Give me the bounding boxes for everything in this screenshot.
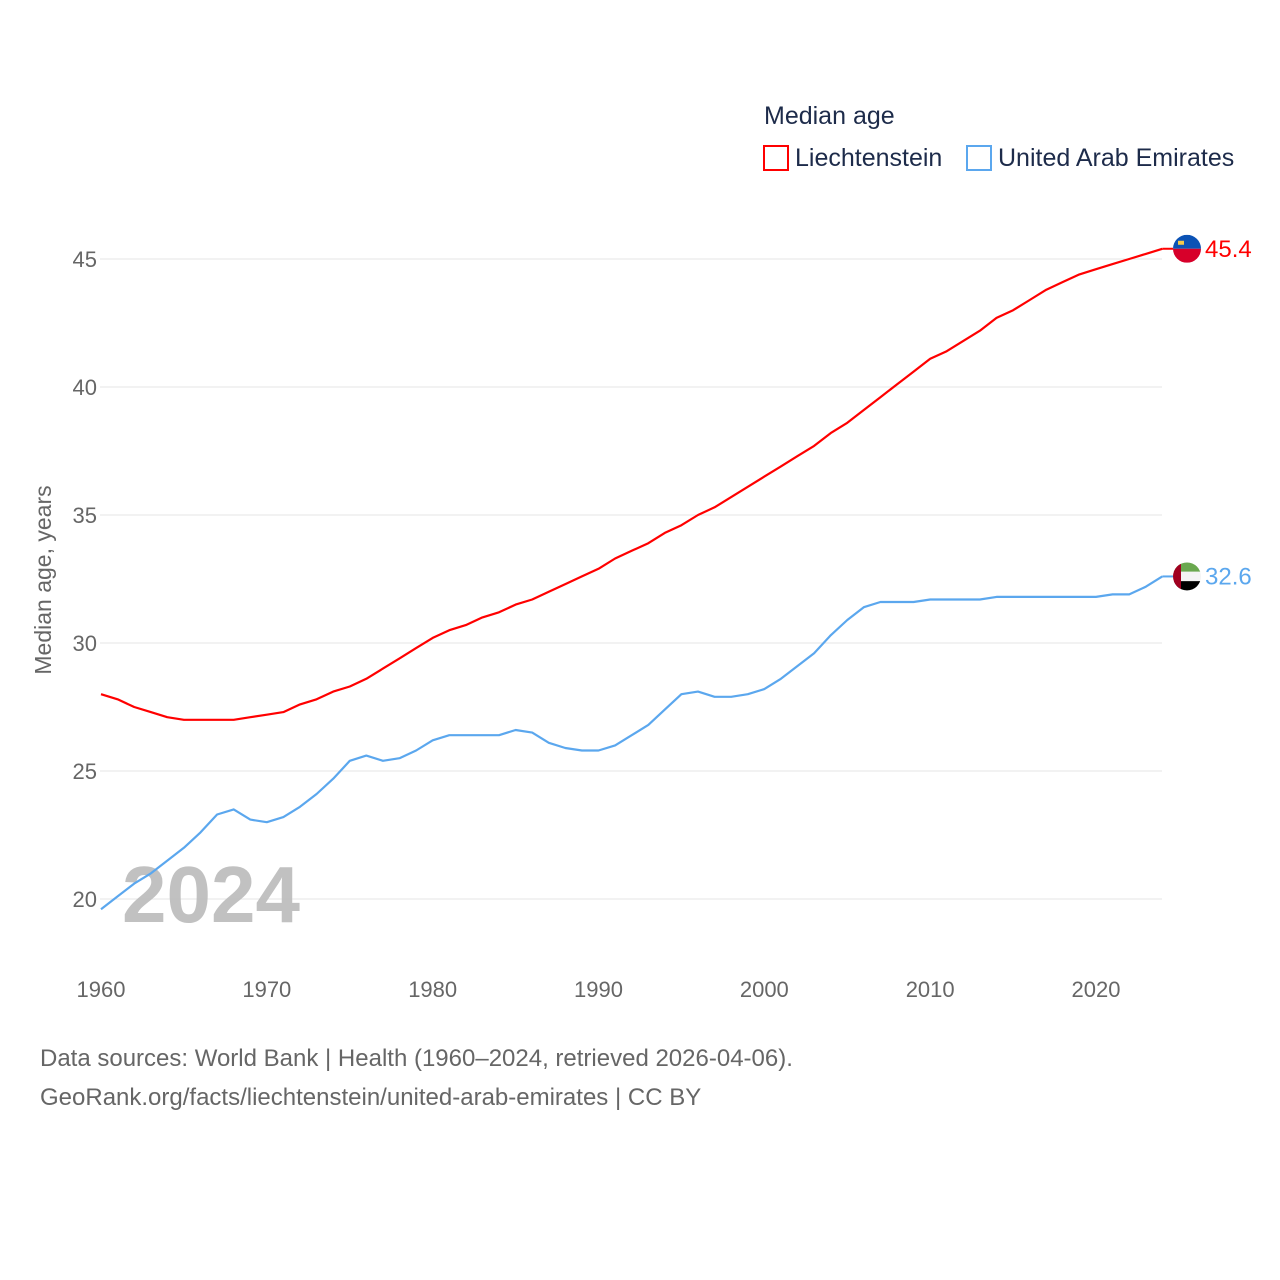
y-tick-label: 20 (73, 887, 97, 912)
flag-red (1173, 248, 1201, 263)
uae-flag-icon (1173, 562, 1201, 591)
y-tick-label: 30 (73, 631, 97, 656)
flag-green (1173, 562, 1201, 572)
year-watermark: 2024 (122, 850, 300, 939)
series-lines (100, 247, 1163, 911)
x-tick-label: 1970 (242, 977, 291, 1002)
flag-body (1173, 562, 1201, 591)
footer-attribution: GeoRank.org/facts/liechtenstein/united-a… (40, 1084, 702, 1111)
flag-red-band (1173, 562, 1181, 591)
end-labels: 45.4 32.6 (1162, 234, 1252, 591)
x-tick-label: 1990 (574, 977, 623, 1002)
y-axis-ticks: 20 25 30 35 40 45 (73, 247, 97, 912)
x-tick-label: 2020 (1072, 977, 1121, 1002)
legend-swatch-uae[interactable] (966, 145, 992, 171)
legend-swatch-liechtenstein[interactable] (763, 145, 789, 171)
flag-crown (1178, 240, 1184, 245)
x-tick-label: 2010 (906, 977, 955, 1002)
y-tick-label: 45 (73, 247, 97, 272)
legend-label-liechtenstein[interactable]: Liechtenstein (795, 144, 942, 172)
flag-black (1173, 581, 1201, 591)
flag-blue (1173, 234, 1201, 249)
x-tick-label: 2000 (740, 977, 789, 1002)
end-value-label: 45.4 (1205, 236, 1252, 263)
flag-body (1173, 234, 1201, 263)
end-value-label: 32.6 (1205, 563, 1252, 590)
flag-white (1173, 571, 1201, 582)
y-tick-label: 40 (73, 375, 97, 400)
y-axis-label: Median age, years (30, 485, 56, 674)
legend: Median age Liechtenstein United Arab Emi… (763, 102, 1234, 172)
x-tick-label: 1960 (77, 977, 126, 1002)
legend-label-uae[interactable]: United Arab Emirates (998, 144, 1234, 172)
y-tick-label: 25 (73, 759, 97, 784)
y-tick-label: 35 (73, 503, 97, 528)
x-tick-label: 1980 (408, 977, 457, 1002)
liechtenstein-flag-icon (1173, 234, 1201, 263)
series-line-uae (100, 575, 1163, 911)
gridlines (100, 258, 1162, 900)
x-axis-ticks: 1960 1970 1980 1990 2000 2010 2020 (77, 977, 1121, 1002)
footer-sources: Data sources: World Bank | Health (1960–… (40, 1045, 793, 1072)
series-line-liechtenstein (100, 247, 1163, 721)
legend-title: Median age (764, 102, 895, 130)
